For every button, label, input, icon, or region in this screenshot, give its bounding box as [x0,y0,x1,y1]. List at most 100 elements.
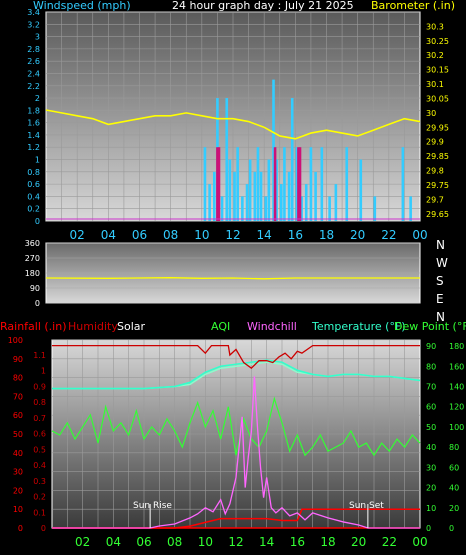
chart-title: 24 hour graph day : July 21 2025 [172,0,354,12]
windspeed-tick-label: 2.4 [27,69,40,78]
wind-x-tick-label: 22 [381,228,396,242]
windspeed-tick-label: 0.6 [27,180,40,189]
humidity-tick-label: 0.3 [33,477,46,486]
solar-tick-label: 180 [449,342,464,351]
windspeed-tick-label: 0.8 [27,168,40,177]
solar-tick-label: 0 [449,524,454,533]
windspeed-bar [280,184,283,221]
windspeed-bar [409,196,412,221]
direction-letter: N [436,310,445,324]
windspeed-bar [264,196,268,221]
windspeed-tick-label: 1.6 [27,119,40,128]
direction-letter: E [436,292,444,306]
solar-line [52,376,420,529]
rainfall-tick-label: 100 [8,336,23,345]
windspeed-bar [314,171,317,221]
humidity-tick-label: 0.1 [33,508,46,517]
windspeed-bar [287,171,291,221]
direction-letter: N [436,238,445,252]
wind-x-tick-label: 06 [132,228,147,242]
humidity-tick-label: 0.2 [33,493,46,502]
humidity-tick-label: 0.6 [33,430,46,439]
weather-x-tick-label: 16 [290,535,305,549]
temperature-tick-label: 0 [426,524,431,533]
humidity-tick-label: 0.4 [33,461,46,470]
windspeed-bar [283,147,286,221]
windspeed-tick-label: 1.2 [27,143,40,152]
sun-set-label: Sun Set [349,501,384,511]
windspeed-tick-label: 3 [35,33,40,42]
direction-tick-label: 360 [25,239,40,248]
windspeed-bar [290,98,294,221]
barometer-tick-label: 30.2 [426,51,444,60]
solar-tick-label: 100 [449,423,464,432]
wind-panel-grid [46,11,420,222]
rainfall-tick-label: 70 [13,392,23,401]
direction-tick-label: 270 [25,254,40,263]
windspeed-tick-label: 0.4 [27,192,40,201]
windspeed-bar [401,147,405,221]
wind-x-tick-label: 16 [288,228,303,242]
windspeed-bar [233,171,236,221]
temperature-tick-label: 60 [426,403,436,412]
barometer-axis-label: Barometer (.in) [371,0,455,12]
solar-tick-label: 120 [449,403,464,412]
windspeed-bar [245,184,249,221]
barometer-tick-label: 30.25 [426,37,449,46]
direction-panel-grid [46,242,420,304]
humidity-tick-label: 0.9 [33,382,46,391]
direction-letter: S [436,274,444,288]
windspeed-bar [220,196,224,221]
direction-tick-label: 180 [25,269,40,278]
humidity-tick-label: 0.5 [33,445,46,454]
windspeed-bar [248,159,252,221]
windspeed-bar [272,79,275,221]
windspeed-tick-label: 3.4 [27,8,40,17]
windspeed-bar [253,171,257,221]
barometer-tick-label: 29.95 [426,123,449,132]
windspeed-tick-label: 1.8 [27,106,40,115]
humidity-tick-label: 1.1 [33,351,46,360]
windspeed-bar [309,147,313,221]
humidity-legend: Humidity [68,320,118,333]
barometer-tick-label: 30 [426,109,436,118]
windspeed-bar [373,196,377,221]
solar-tick-label: 20 [449,504,459,513]
barometer-tick-label: 29.75 [426,181,449,190]
rainfall-tick-label: 80 [13,374,23,383]
weather-x-tick-label: 22 [382,535,397,549]
temperature-legend: Temperature (°F) [311,320,406,333]
temperature-tick-label: 50 [426,423,436,432]
wind-x-tick-label: 12 [225,228,240,242]
windspeed-bar [328,196,331,221]
rainfall-axis-label: Rainfall (.in) [0,320,67,333]
windspeed-bar [334,184,338,221]
temperature-tick-label: 70 [426,382,436,391]
wind-x-tick-label: 10 [194,228,209,242]
gust-bar [216,147,219,221]
direction-tick-label: 90 [30,284,40,293]
temperature-tick-label: 90 [426,342,436,351]
wind-direction-line [45,277,420,280]
windspeed-bar [208,184,211,221]
gust-bar [298,147,302,221]
solar-tick-label: 80 [449,443,459,452]
windspeed-axis-label: Windspeed (mph) [33,0,131,12]
wind-x-tick-label: 20 [350,228,365,242]
windspeed-bar [345,147,349,221]
humidity-tick-label: 0.8 [33,398,46,407]
chart-marks: 0 0.2 0.4 0.6 0.8 1 1.2 1.4 1.6 1.8 2 2.2 2.4 2.6 2.8 3… [8,8,465,549]
gust-bar [297,147,300,221]
windspeed-bar [359,159,363,221]
barometer-tick-label: 30.05 [426,94,449,103]
windchill-legend: Windchill [247,320,297,333]
gust-bar [217,147,221,221]
weather-x-tick-label: 12 [228,535,243,549]
windspeed-bar [236,147,239,221]
windspeed-tick-label: 0 [35,217,40,226]
windspeed-tick-label: 1 [35,156,40,165]
barometer-tick-label: 29.65 [426,210,449,219]
solar-tick-label: 160 [449,362,464,371]
barometer-line [45,109,421,140]
